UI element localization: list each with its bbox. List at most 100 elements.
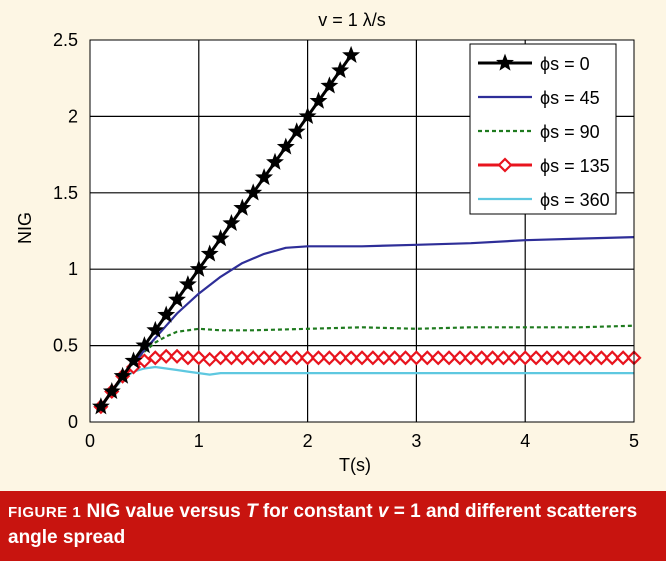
diamond-marker (310, 350, 327, 366)
caption-text-1: NIG value versus (81, 501, 246, 522)
diamond-marker (604, 350, 620, 366)
series-0 (91, 45, 361, 415)
diamond-marker (267, 350, 283, 366)
diamond-marker (180, 350, 196, 366)
diamond-marker (419, 350, 435, 366)
legend-label: ϕs = 0 (540, 54, 590, 74)
diamond-marker (539, 350, 555, 366)
diamond-marker (169, 348, 185, 364)
diamond-marker (517, 350, 533, 366)
x-tick-label: 3 (411, 431, 421, 451)
diamond-marker (452, 350, 468, 366)
diamond-marker (300, 350, 316, 366)
legend-item: ϕs = 90 (478, 122, 600, 142)
diamond-marker (234, 350, 250, 366)
diamond-marker (376, 350, 392, 366)
legend-label: ϕs = 135 (540, 156, 610, 176)
y-tick-label: 1 (68, 259, 78, 279)
star-marker (146, 320, 165, 338)
legend-box (469, 43, 617, 215)
legend-item: ϕs = 0 (478, 53, 590, 74)
diamond-marker (497, 157, 513, 173)
star-marker (211, 229, 230, 247)
star-marker (178, 275, 197, 293)
plot-frame (89, 39, 635, 423)
star-marker (342, 45, 361, 63)
star-marker (91, 397, 110, 415)
y-tick-label: 1.5 (53, 183, 78, 203)
x-tick-label: 0 (85, 431, 95, 451)
diamond-marker (550, 350, 566, 366)
caption-italic-t: T (245, 501, 258, 522)
star-marker (496, 53, 514, 71)
diamond-marker (332, 350, 348, 366)
diamond-marker (223, 350, 239, 366)
y-axis-label: NIG (15, 212, 35, 244)
x-axis-label: T(s) (339, 455, 371, 475)
star-marker (276, 137, 295, 155)
series-3 (93, 348, 642, 415)
star-marker (287, 122, 306, 140)
diamond-marker (441, 350, 457, 366)
diamond-marker (158, 348, 174, 364)
caption-text-3: = 1 and different scatterers angle sprea… (8, 501, 638, 548)
series-layer (91, 45, 642, 415)
star-marker (222, 213, 241, 231)
y-tick-label: 2.5 (53, 30, 78, 50)
diamond-marker (408, 350, 424, 366)
star-marker (266, 152, 284, 170)
legend-label: ϕs = 90 (540, 122, 600, 142)
diamond-marker (430, 350, 446, 366)
y-tick-label: 2 (68, 106, 78, 126)
diamond-marker (321, 350, 337, 366)
x-tick-label: 1 (194, 431, 204, 451)
star-marker (255, 168, 274, 186)
legend-item: ϕs = 360 (478, 190, 610, 210)
diamond-marker (593, 350, 609, 366)
star-marker (189, 259, 208, 277)
star-marker (102, 381, 121, 400)
star-marker (233, 198, 252, 216)
x-tick-label: 5 (629, 431, 639, 451)
star-marker (168, 290, 186, 308)
x-tick-label: 4 (520, 431, 530, 451)
star-marker (200, 244, 219, 262)
diamond-marker (191, 350, 207, 366)
diamond-marker (289, 350, 305, 366)
legend: ϕs = 0 ϕs = 45 ϕs = 90 ϕs = 135 ϕs = 360 (469, 43, 617, 215)
legend-label: ϕs = 360 (540, 190, 610, 210)
legend-item: ϕs = 135 (478, 156, 610, 176)
diamond-marker (528, 350, 544, 366)
diamond-marker (474, 350, 490, 366)
diamond-marker (485, 350, 501, 366)
caption-text-2: for constant (257, 501, 378, 522)
nig-line-chart: 0 1 2 3 4 5 0 0.5 1 1.5 2 2.5 v = 1 λ/s T(s) NIG ϕs… (15, 10, 642, 475)
y-tick-label: 0 (68, 412, 78, 432)
diamond-marker (365, 350, 381, 366)
diamond-marker (495, 350, 511, 366)
axis-ticks: 0 1 2 3 4 5 0 0.5 1 1.5 2 2.5 (53, 30, 639, 451)
diamond-marker (213, 350, 229, 366)
figure-label: FIGURE 1 (8, 504, 82, 521)
caption-italic-v: v (377, 501, 389, 522)
diamond-marker (278, 350, 294, 366)
diamond-marker (256, 350, 272, 366)
star-marker (244, 183, 263, 201)
chart-title: v = 1 λ/s (318, 10, 386, 30)
diamond-marker (463, 350, 479, 366)
star-marker (124, 351, 143, 369)
star-marker (157, 305, 176, 323)
legend-item: ϕs = 45 (478, 88, 600, 108)
x-tick-label: 2 (303, 431, 313, 451)
diamond-marker (397, 350, 414, 366)
diamond-marker (615, 350, 631, 366)
legend-label: ϕs = 45 (540, 88, 600, 108)
star-marker (331, 61, 350, 79)
star-marker (298, 106, 317, 125)
diamond-marker (582, 350, 599, 366)
diamond-marker (506, 350, 522, 366)
star-marker (135, 336, 154, 354)
star-marker (113, 366, 132, 384)
star-marker (309, 91, 328, 109)
star-marker (320, 76, 339, 94)
